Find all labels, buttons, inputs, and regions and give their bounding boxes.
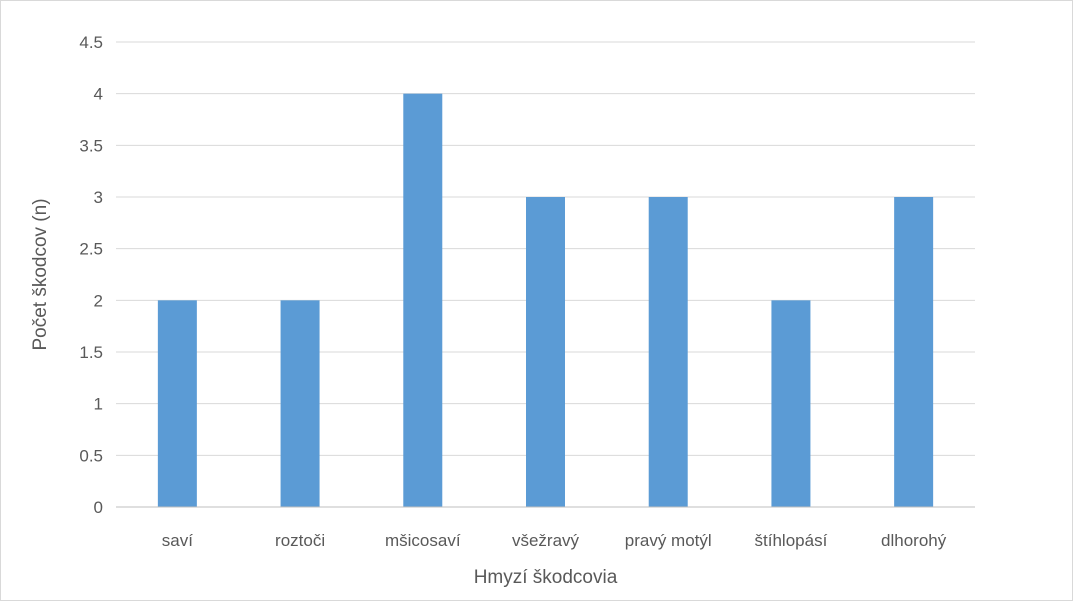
- y-tick-label: 4.5: [79, 33, 103, 52]
- x-tick-label: dlhorohý: [881, 531, 947, 550]
- y-tick-label: 2: [94, 291, 103, 310]
- y-tick-label: 2.5: [79, 240, 103, 259]
- y-tick-label: 0.5: [79, 446, 103, 465]
- y-axis-title: Počet škodcov (n): [30, 198, 51, 350]
- y-tick-label: 4: [94, 85, 103, 104]
- y-tick-label: 3: [94, 188, 103, 207]
- y-tick-label: 1.5: [79, 343, 103, 362]
- x-tick-label: pravý motýl: [625, 531, 712, 550]
- bar: [771, 300, 811, 507]
- x-tick-label: mšicosaví: [385, 531, 461, 550]
- x-tick-label: štíhlopásí: [755, 531, 828, 550]
- bar: [894, 197, 934, 507]
- y-axis-ticks: 0 0.5 1 1.5 2 2.5 3 3.5 4 4.5: [79, 33, 103, 517]
- bar: [526, 197, 565, 507]
- bar: [403, 93, 443, 508]
- x-tick-label: saví: [162, 531, 193, 550]
- bar: [157, 300, 197, 507]
- x-axis-title: Hmyzí škodcovia: [474, 567, 618, 588]
- x-axis-ticks: saví roztoči mšicosaví všežravý pravý motýl š…: [162, 531, 947, 550]
- bar: [648, 197, 688, 507]
- bar: [280, 300, 320, 507]
- y-tick-label: 0: [94, 498, 103, 517]
- y-tick-label: 1: [94, 395, 103, 414]
- y-tick-label: 3.5: [79, 136, 103, 155]
- x-tick-label: všežravý: [512, 531, 580, 550]
- x-tick-label: roztoči: [275, 531, 325, 550]
- bars: [157, 93, 934, 508]
